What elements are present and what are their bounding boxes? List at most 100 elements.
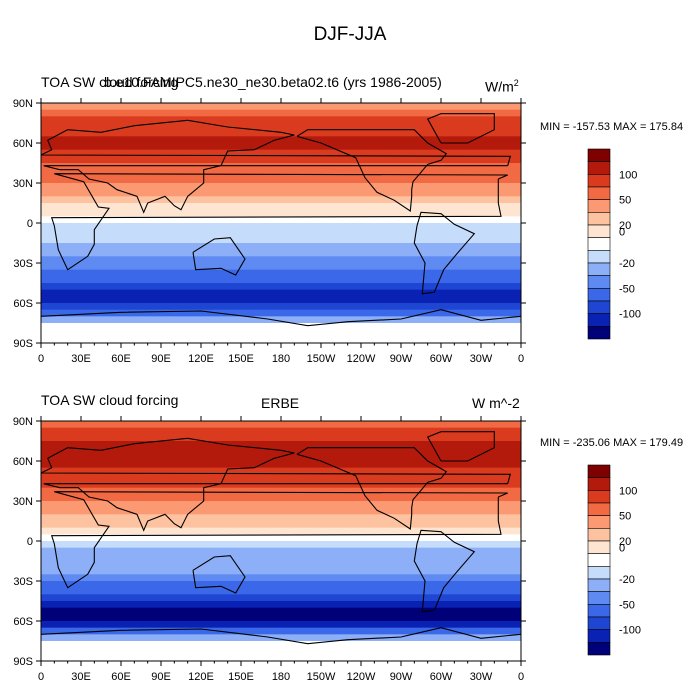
colorbar-box [587, 148, 611, 162]
x-tick-label: 180 [272, 671, 290, 683]
field-band [41, 547, 521, 555]
panel-1-units-sup: 2 [513, 78, 519, 88]
y-tick-label: 0 [27, 536, 33, 548]
field-band [41, 481, 521, 489]
panel-1-center-title: b.e10.FAMIPC5.ne30_ne30.beta02.t6 (yrs 1… [104, 74, 442, 90]
x-tick-label: 150E [228, 353, 254, 365]
x-tick-label: 30W [470, 671, 493, 683]
field-band [41, 176, 521, 184]
field-band [41, 467, 521, 475]
coastline [41, 309, 521, 327]
x-tick-label: 150W [307, 671, 336, 683]
field-band [41, 427, 521, 435]
x-tick-label: 120W [347, 671, 376, 683]
field-band [41, 567, 521, 575]
colorbar-box [587, 490, 611, 504]
coastline [413, 211, 476, 295]
colorbar-label: 20 [619, 220, 631, 232]
x-tick-label: 180 [272, 353, 290, 365]
field-band [41, 149, 521, 157]
field-band [41, 316, 521, 324]
field-2 [41, 421, 521, 661]
colorbar-box [587, 275, 611, 289]
colorbar-label: -100 [619, 309, 641, 321]
x-tick-label: 90E [151, 671, 171, 683]
x-tick-label: 60E [111, 671, 131, 683]
x-tick-label: 150E [228, 671, 254, 683]
colorbar-box [587, 300, 611, 314]
x-tick-label: 0 [38, 671, 44, 683]
field-band [41, 594, 521, 602]
field-band [41, 196, 521, 204]
colorbar-label: 100 [619, 169, 637, 181]
field-band [41, 454, 521, 462]
colorbar-box [587, 629, 611, 643]
colorbar-box [587, 477, 611, 491]
colorbar-box [587, 326, 611, 340]
coastline [426, 431, 495, 462]
field-band [41, 447, 521, 455]
field-band [41, 494, 521, 502]
colorbar-box [587, 212, 611, 226]
y-tick-label: 30N [13, 496, 33, 508]
y-tick-label: 0 [27, 218, 33, 230]
colorbar-box [587, 591, 611, 605]
colorbar-box [587, 528, 611, 542]
colorbar-box [587, 237, 611, 251]
field-band [41, 607, 521, 615]
panel-2-minmax: MIN = -235.06 MAX = 179.49 [540, 437, 684, 449]
field-band [41, 143, 521, 151]
field-band [41, 283, 521, 291]
colorbar-label: 50 [619, 195, 631, 207]
colorbar-box [587, 288, 611, 302]
field-band [41, 189, 521, 197]
colorbar-box [587, 642, 611, 656]
y-tick-label: 30N [13, 178, 33, 190]
colorbar-box [587, 502, 611, 516]
field-band [41, 554, 521, 562]
field-band [41, 209, 521, 217]
coastline [426, 113, 495, 144]
field-band [41, 507, 521, 515]
field-band [41, 156, 521, 164]
field-band [41, 123, 521, 131]
field-band [41, 461, 521, 469]
field-band [41, 614, 521, 622]
colorbar-box [587, 578, 611, 592]
x-tick-label: 90E [151, 353, 171, 365]
x-tick-label: 150W [307, 353, 336, 365]
figure-title: DJF-JJA [313, 24, 387, 45]
x-tick-label: 60W [430, 353, 453, 365]
field-band [41, 223, 521, 231]
colorbar-box [587, 161, 611, 175]
colorbar-box [587, 540, 611, 554]
colorbar-box [587, 199, 611, 213]
field-band [41, 621, 521, 629]
coastline [41, 119, 512, 214]
map-panel-1: 0 30E 60E 90E 120E 150E 180 150W 120W 90W 60W 30W 09… [13, 98, 641, 365]
y-tick-label: 90N [13, 416, 33, 428]
field-band [41, 534, 521, 542]
field-band [41, 263, 521, 271]
coastline [413, 529, 476, 613]
field-band [41, 183, 521, 191]
colorbar-label: 50 [619, 511, 631, 523]
x-tick-label: 90W [390, 671, 413, 683]
field-band [41, 574, 521, 582]
colorbar-label: -100 [619, 625, 641, 637]
colorbar-label: 0 [619, 542, 625, 554]
field-band [41, 309, 521, 317]
field-band [41, 236, 521, 244]
field-band [41, 169, 521, 177]
coastline [192, 555, 246, 594]
field-band [41, 421, 521, 429]
field-band [41, 514, 521, 522]
coastline [192, 237, 246, 276]
x-tick-label: 30W [470, 353, 493, 365]
field-band [41, 276, 521, 284]
x-tick-label: 60E [111, 353, 131, 365]
field-band [41, 487, 521, 495]
colorbar-label: -50 [619, 599, 635, 611]
field-band [41, 109, 521, 117]
